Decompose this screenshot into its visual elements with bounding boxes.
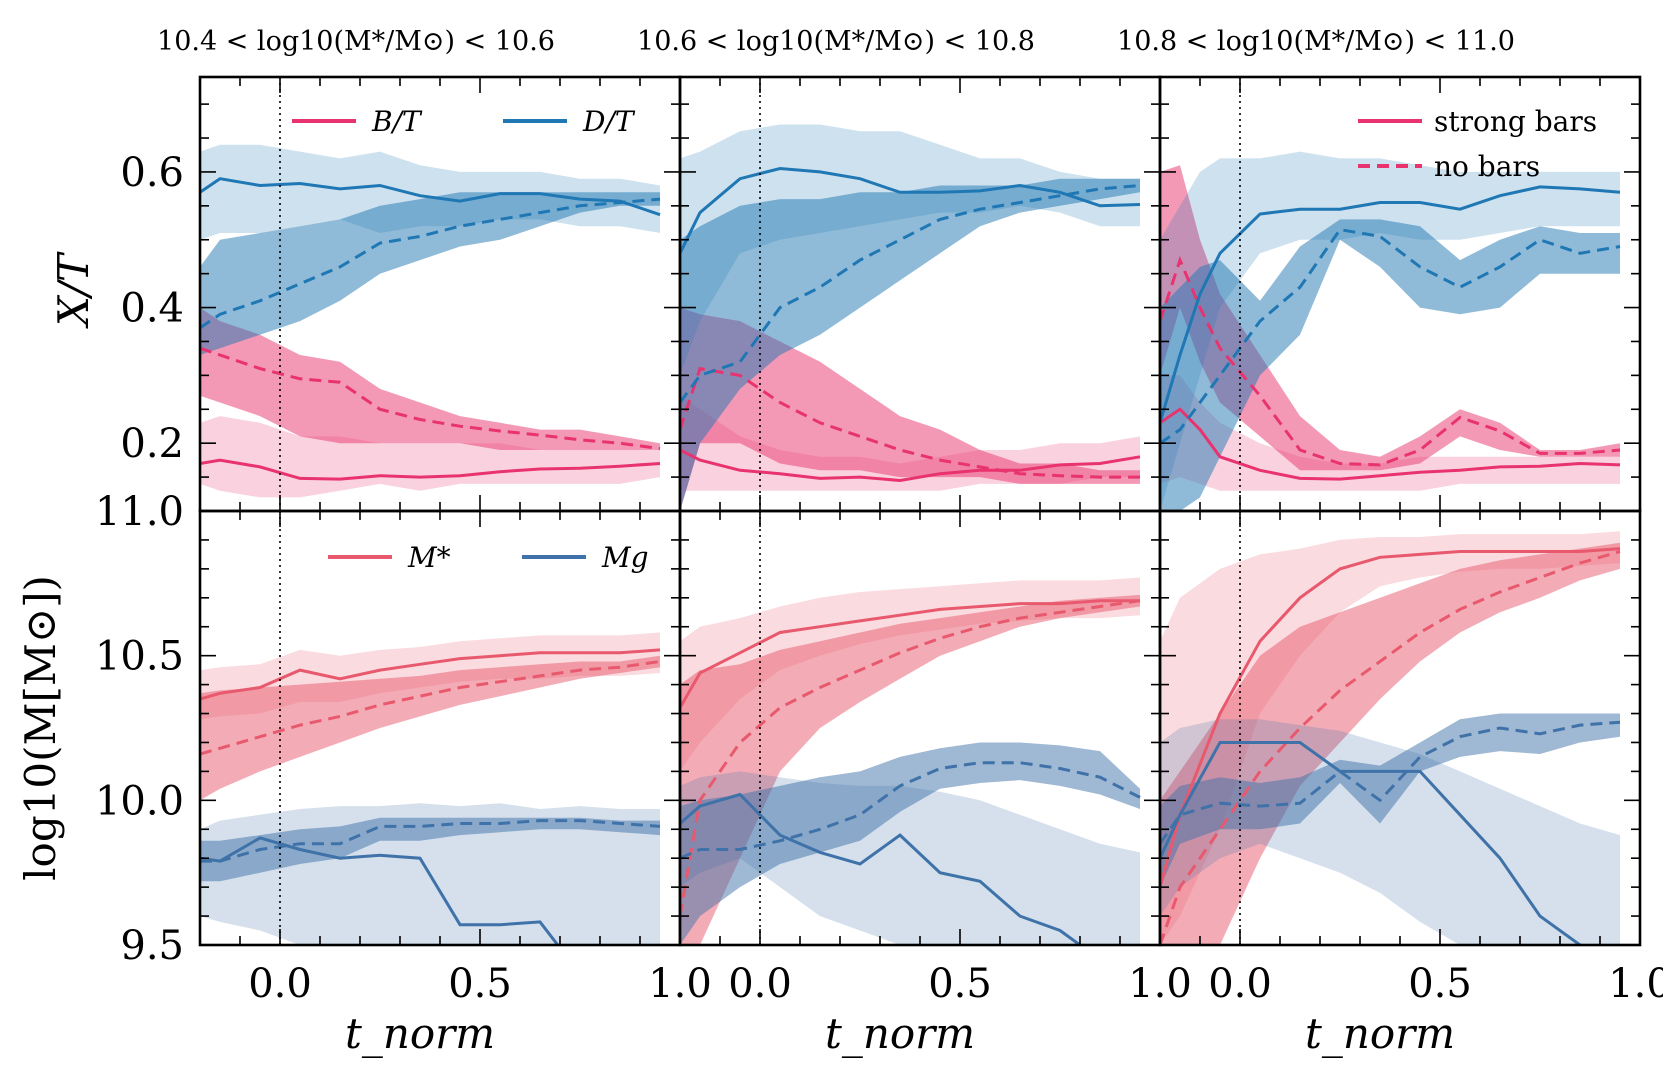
x-axis-label-1: t_norm [345,1009,495,1058]
panel-title-2: 10.6 < log10(M*/M⊙) < 10.8 [637,26,1035,57]
line-bt-strong [200,458,661,481]
band-mstar-strong [1160,531,1620,945]
line-mgas-strong [1160,741,1585,945]
plot-area [200,632,661,945]
line-mgas-nobars [680,761,1141,860]
panel-top-1: 0.2 0.4 0.6 [120,75,682,513]
plot-area [1160,531,1621,945]
band-mgas-strong [1160,719,1620,945]
band-mgas-nobars [200,817,660,882]
x-tick-label: 0.5 [448,961,512,1007]
y-tick-label: 9.5 [120,923,184,969]
panel-frame [1158,509,1642,947]
ticks [1159,77,1641,512]
legend-bt-dt: B/T D/T [292,105,636,138]
band-dt-nobars [200,192,660,355]
legend-bars: strong bars no bars [1358,105,1597,183]
band-dt-strong [1160,151,1620,511]
x-tick-label: 1.0 [648,961,712,1007]
panels-group: 0.2 0.4 0.6 0.0 0.5 1.0 9.5 10.0 10.5 11.0 0.0 0.5 1… [95,75,1663,1007]
x-tick-label: 1.0 [1608,961,1663,1007]
line-bt-strong [680,448,1141,483]
legend-mass: M* Mg [328,541,649,574]
x-tick-label: 0.5 [928,961,992,1007]
line-dt-strong [680,166,1141,254]
panel-title-3: 10.8 < log10(M*/M⊙) < 11.0 [1117,26,1515,57]
legend-mgas-label: Mg [601,541,649,574]
legend-dt-label: D/T [582,105,636,138]
band-mstar-nobars [200,655,660,801]
band-dt-nobars [1160,219,1620,511]
line-mstar-nobars [200,660,661,756]
band-bt-strong [1160,375,1620,491]
line-bt-nobars [1160,255,1621,467]
y-tick-label: 11.0 [95,489,184,535]
ticks [199,77,681,512]
line-dt-nobars [680,184,1141,404]
y-axis-label-bottom: log10(M[M⊙]) [16,575,65,881]
x-tick-label: 1.0 [1128,961,1192,1007]
panel-bottom-3: 0.0 0.5 1.0 [1158,509,1663,1007]
y-axis-label-top: X/T [49,251,98,329]
line-mstar-nobars [1160,550,1621,945]
plot-area [200,144,661,498]
line-dt-strong [200,177,661,217]
panel-bottom-2: 0.0 0.5 1.0 [678,509,1192,1007]
line-mgas-nobars [200,819,661,863]
line-dt-nobars [1160,227,1621,445]
x-axis-label-3: t_norm [1305,1009,1455,1058]
x-tick-label: 0.0 [1208,961,1272,1007]
band-bt-nobars [680,307,1140,511]
band-bt-nobars [1160,165,1620,471]
band-mgas-nobars [680,742,1140,945]
legend-nobars-label: no bars [1434,150,1540,183]
ticks [679,510,1161,946]
line-dt-strong [1160,185,1621,424]
legend-mstar-label: M* [407,541,451,574]
line-bt-nobars [680,366,1140,479]
y-tick-label: 10.0 [95,778,184,824]
line-dt-nobars [200,197,661,330]
panel-top-3 [1158,75,1642,513]
legend-strong-label: strong bars [1434,105,1597,138]
line-mstar-strong [200,648,661,701]
panel-bottom-1: 0.0 0.5 1.0 9.5 10.0 10.5 11.0 [95,489,712,1007]
panel-title-1: 10.4 < log10(M*/M⊙) < 10.6 [157,26,555,57]
line-mgas-strong [200,836,560,945]
line-bt-strong [1160,407,1621,481]
y-tick-label: 0.6 [120,150,184,196]
y-tick-label: 0.2 [120,421,184,467]
y-tick-label: 0.4 [120,286,184,332]
panel-top-2 [678,75,1162,513]
plot-area [680,577,1141,945]
legend-bt-label: B/T [371,105,423,138]
line-mstar-strong [1160,547,1621,888]
band-mstar-strong [680,577,1140,772]
y-tick-label: 10.5 [95,634,184,680]
x-tick-label: 0.5 [1408,961,1472,1007]
band-bt-nobars [200,307,660,450]
line-mgas-strong [680,792,1083,945]
x-axis-label-2: t_norm [825,1009,975,1058]
band-dt-nobars [680,178,1140,511]
line-mgas-nobars [1160,720,1621,845]
plot-area [680,124,1141,511]
line-mstar-strong [680,599,1140,709]
band-mstar-nobars [680,594,1140,945]
x-tick-label: 0.0 [248,961,312,1007]
line-mstar-nobars [680,599,1141,917]
plot-area [1160,151,1621,511]
x-tick-label: 0.0 [728,961,792,1007]
line-bt-nobars [200,346,661,451]
band-mgas-nobars [1160,713,1620,888]
